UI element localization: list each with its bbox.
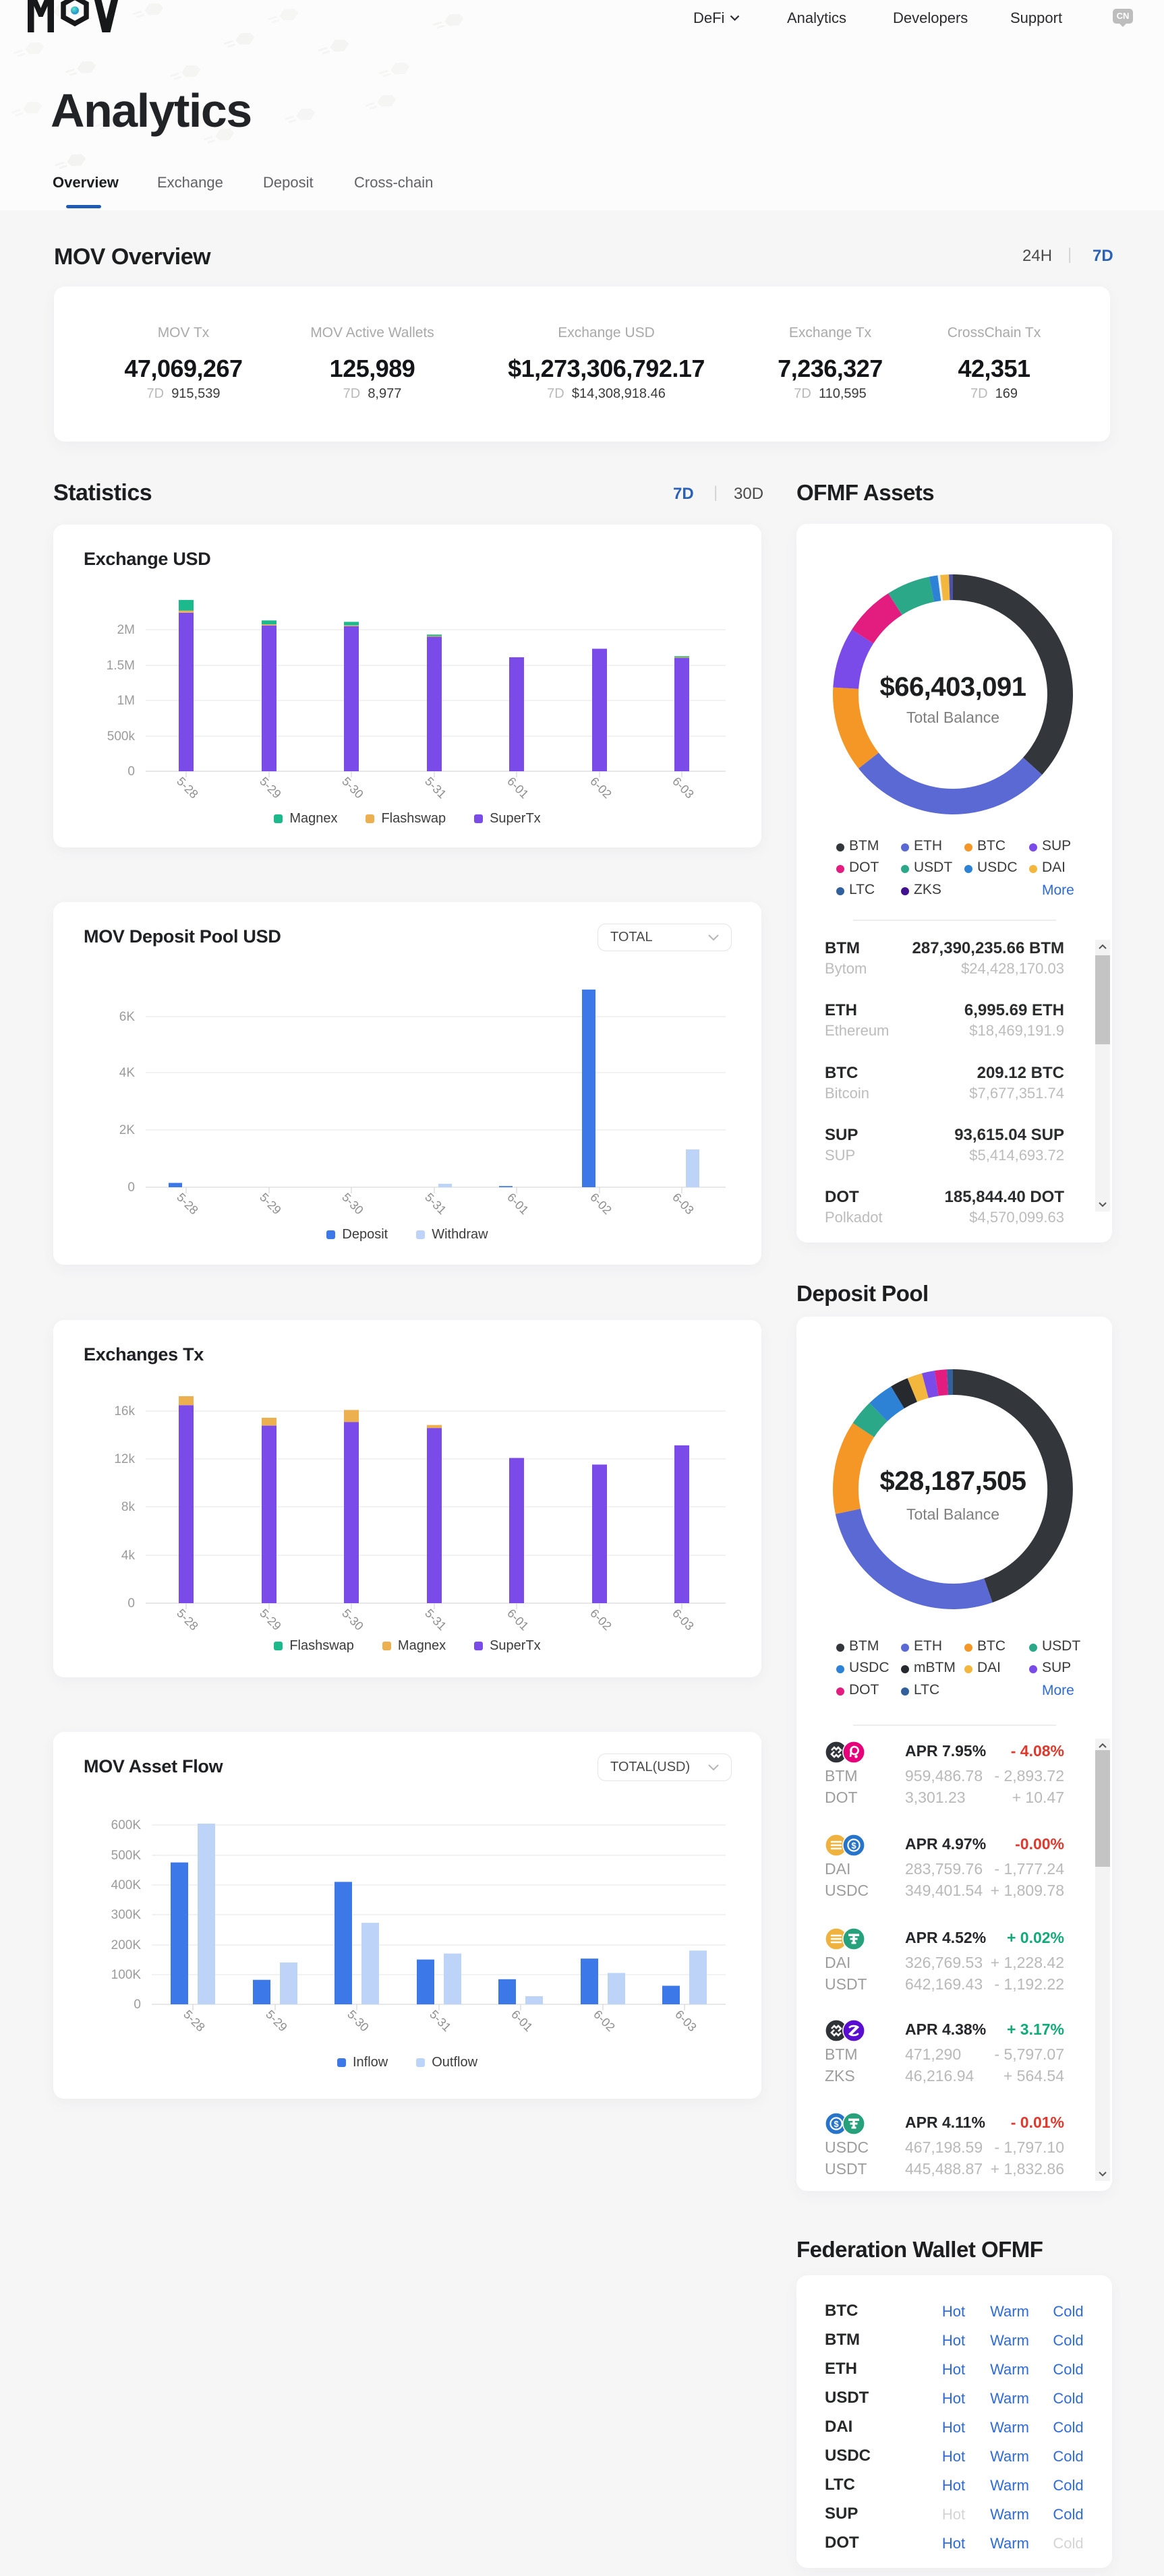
- svg-text:6-02: 6-02: [587, 775, 614, 802]
- svg-text:$: $: [851, 1840, 856, 1851]
- svg-text:5-30: 5-30: [339, 775, 366, 802]
- svg-text:6-02: 6-02: [587, 1191, 614, 1218]
- svg-text:5-28: 5-28: [174, 1607, 201, 1634]
- svg-text:500K: 500K: [111, 1849, 142, 1863]
- svg-text:5-28: 5-28: [181, 2008, 208, 2035]
- svg-text:6-03: 6-03: [670, 775, 697, 802]
- svg-text:2M: 2M: [117, 623, 135, 637]
- svg-text:6-01: 6-01: [504, 1191, 531, 1218]
- svg-text:1.5M: 1.5M: [107, 659, 135, 673]
- svg-text:0: 0: [127, 1180, 135, 1195]
- svg-text:4k: 4k: [121, 1549, 136, 1563]
- svg-text:5-28: 5-28: [174, 775, 201, 802]
- svg-text:5-30: 5-30: [339, 1607, 366, 1634]
- svg-text:0: 0: [127, 765, 135, 779]
- svg-text:5-31: 5-31: [422, 775, 449, 802]
- svg-text:6-02: 6-02: [591, 2008, 618, 2035]
- svg-text:5-29: 5-29: [263, 2008, 290, 2035]
- svg-text:5-31: 5-31: [422, 1607, 449, 1634]
- svg-text:5-29: 5-29: [257, 1607, 284, 1634]
- svg-text:12k: 12k: [114, 1452, 135, 1466]
- svg-text:5-29: 5-29: [257, 775, 284, 802]
- svg-text:6-03: 6-03: [670, 1607, 697, 1634]
- svg-text:6-02: 6-02: [587, 1607, 614, 1634]
- svg-text:0: 0: [134, 1998, 141, 2012]
- svg-text:600K: 600K: [111, 1818, 142, 1832]
- svg-text:6-01: 6-01: [504, 775, 531, 802]
- svg-text:$: $: [834, 2119, 839, 2129]
- svg-text:8k: 8k: [121, 1500, 136, 1514]
- svg-text:2K: 2K: [119, 1123, 136, 1137]
- svg-text:400K: 400K: [111, 1878, 142, 1892]
- svg-text:6-03: 6-03: [670, 1191, 697, 1218]
- svg-text:1M: 1M: [117, 694, 135, 708]
- svg-text:16k: 16k: [114, 1404, 135, 1418]
- svg-text:5-29: 5-29: [257, 1191, 284, 1218]
- svg-text:5-31: 5-31: [422, 1191, 449, 1218]
- svg-text:200K: 200K: [111, 1938, 142, 1952]
- svg-text:5-30: 5-30: [345, 2008, 372, 2035]
- svg-text:6-03: 6-03: [672, 2008, 699, 2035]
- svg-text:6-01: 6-01: [504, 1607, 531, 1634]
- svg-text:4K: 4K: [119, 1066, 136, 1080]
- svg-text:5-28: 5-28: [174, 1191, 201, 1218]
- svg-text:6-01: 6-01: [508, 2008, 535, 2035]
- svg-text:6K: 6K: [119, 1010, 136, 1024]
- svg-text:5-31: 5-31: [427, 2008, 454, 2035]
- svg-text:0: 0: [127, 1596, 135, 1611]
- svg-text:300K: 300K: [111, 1908, 142, 1922]
- svg-text:500k: 500k: [107, 729, 136, 744]
- svg-text:5-30: 5-30: [339, 1191, 366, 1218]
- svg-text:100K: 100K: [111, 1968, 142, 1982]
